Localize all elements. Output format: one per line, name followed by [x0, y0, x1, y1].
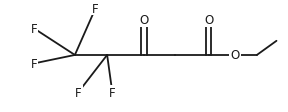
Text: F: F	[75, 86, 82, 99]
Text: F: F	[109, 86, 116, 99]
Text: F: F	[31, 57, 37, 70]
Text: O: O	[204, 14, 213, 27]
Text: O: O	[139, 14, 149, 27]
Text: O: O	[230, 49, 240, 62]
Text: F: F	[31, 23, 37, 36]
Text: F: F	[92, 2, 99, 15]
